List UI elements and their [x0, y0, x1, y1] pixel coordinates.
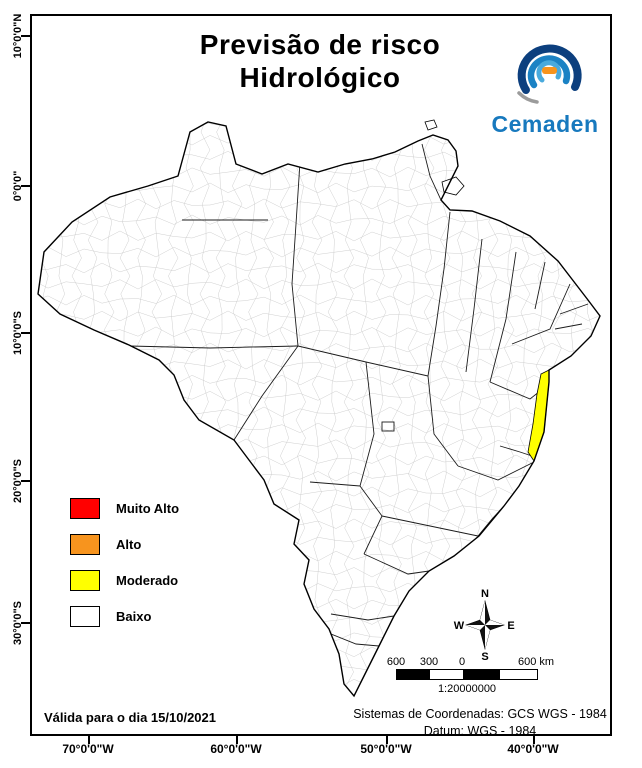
- compass-w: W: [454, 620, 465, 632]
- lat-tick-10n: [21, 35, 30, 37]
- cemaden-brand-text: Cemaden: [491, 111, 599, 137]
- brazil-outline: [37, 121, 601, 698]
- compass-n: N: [481, 588, 489, 600]
- brazil-landmass: [38, 122, 600, 696]
- lon-label-70w: 70°0'0"W: [62, 742, 114, 756]
- scale-label-600-km: 600 km: [517, 656, 555, 668]
- state-boundaries: [129, 143, 589, 647]
- legend-swatch-moderado: [70, 570, 100, 591]
- page-title: Previsão de risco Hidrológico: [140, 28, 500, 94]
- scale-bar-numbers: 600 300 0 600 km: [387, 656, 554, 669]
- risk-legend: Muito Alto Alto Moderado Baixo: [70, 498, 240, 642]
- lon-tick-60w: [236, 736, 238, 744]
- legend-label-baixo: Baixo: [116, 609, 152, 624]
- title-line-1: Previsão de risco: [199, 29, 441, 60]
- compass-rose: N S W E: [452, 586, 518, 663]
- validity-date-text: Válida para o dia 15/10/2021: [44, 710, 216, 725]
- legend-swatch-muito-alto: [70, 498, 100, 519]
- legend-item-moderado: Moderado: [70, 570, 240, 591]
- legend-item-muito-alto: Muito Alto: [70, 498, 240, 519]
- marajo-island: [441, 176, 465, 196]
- scale-bar: 600 300 0 600 km 1:20000000: [387, 656, 554, 695]
- lat-tick-20s: [21, 480, 30, 482]
- scale-bar-graphic: [396, 669, 538, 680]
- lon-label-50w: 50°0'0"W: [360, 742, 412, 756]
- title-line-2: Hidrológico: [239, 62, 401, 94]
- lat-tick-30s: [21, 622, 30, 624]
- lat-tick-0: [21, 185, 30, 187]
- legend-item-baixo: Baixo: [70, 606, 240, 627]
- legend-swatch-baixo: [70, 606, 100, 627]
- lon-label-40w: 40°0'0"W: [507, 742, 559, 756]
- compass-e: E: [507, 620, 514, 632]
- coordinate-system-line2: Datum: WGS - 1984: [423, 723, 537, 738]
- legend-label-moderado: Moderado: [116, 573, 179, 588]
- coordinate-system-text: Sistemas de Coordenadas: GCS WGS - 1984 …: [348, 706, 612, 740]
- legend-label-muito-alto: Muito Alto: [116, 501, 180, 516]
- cemaden-eye-icon: [517, 44, 582, 104]
- north-coast-island: [424, 119, 438, 131]
- lon-label-60w: 60°0'0"W: [210, 742, 262, 756]
- lat-tick-10s: [21, 332, 30, 334]
- lat-label-10n: 10°0'0"N: [12, 13, 24, 59]
- north-arrow-icon: N S W E: [454, 588, 515, 663]
- legend-item-alto: Alto: [70, 534, 240, 555]
- legend-label-alto: Alto: [116, 537, 142, 552]
- lon-tick-70w: [88, 736, 90, 744]
- scale-label-600-left: 600: [386, 656, 406, 668]
- scale-label-300: 300: [419, 656, 439, 668]
- lon-tick-50w: [386, 736, 388, 744]
- brazil-map: [37, 119, 601, 698]
- scale-label-0: 0: [458, 656, 466, 668]
- coordinate-system-line1: Sistemas de Coordenadas: GCS WGS - 1984: [353, 707, 607, 721]
- cemaden-logo: Cemaden: [478, 36, 612, 138]
- lon-tick-40w: [533, 736, 535, 744]
- legend-swatch-alto: [70, 534, 100, 555]
- scale-ratio: 1:20000000: [437, 683, 497, 695]
- compass-s: S: [481, 651, 488, 662]
